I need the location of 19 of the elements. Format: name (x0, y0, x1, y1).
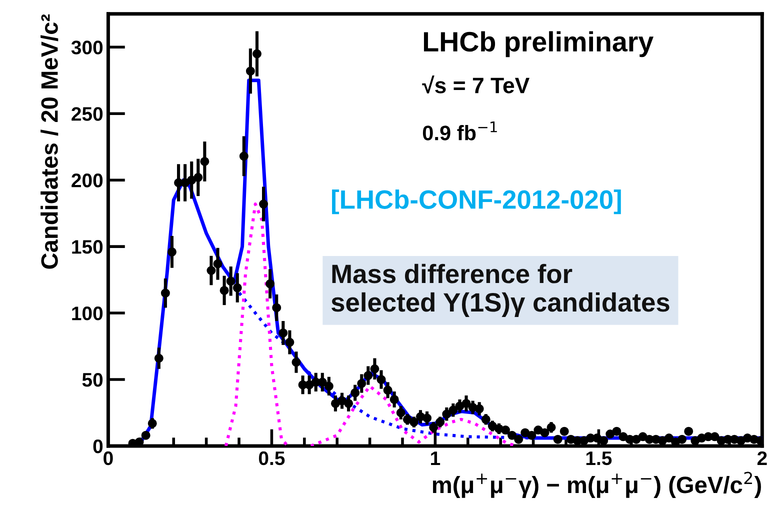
y-tick-label: 50 (82, 372, 103, 387)
text: m(μ$^{+}$μ$^{−}$γ) − m(μ$^{+}$μ$^{−}$) (GeV/c$^{2}$) (432, 472, 761, 498)
x-tick-label: 0 (104, 451, 113, 466)
y-tick-label: 150 (72, 240, 103, 254)
annotation: 0.9 fb$^{−1}$ (422, 122, 497, 140)
annotation: √s = 7 TeV (422, 76, 530, 94)
annotation: [LHCb-CONF-2012-020] (332, 190, 621, 214)
annotation: LHCb preliminary (424, 31, 654, 58)
y-tick-label: 100 (72, 306, 103, 320)
x-tick-label: 1 (431, 452, 440, 465)
x-tick-label: 2 (757, 451, 767, 465)
y-tick-label: 300 (71, 40, 103, 54)
y-tick-label: 0 (93, 439, 103, 454)
y-tick-label: 200 (72, 174, 103, 188)
y-tick-label: 250 (72, 107, 103, 121)
x-tick-label: 1.5 (586, 452, 612, 466)
x-tick-label: 0.5 (258, 451, 285, 466)
annotation: Mass difference for selected Υ(1S)γ candidates (331, 264, 670, 317)
y-axis-title: Candidates / 20 MeV/c² (40, 14, 58, 269)
